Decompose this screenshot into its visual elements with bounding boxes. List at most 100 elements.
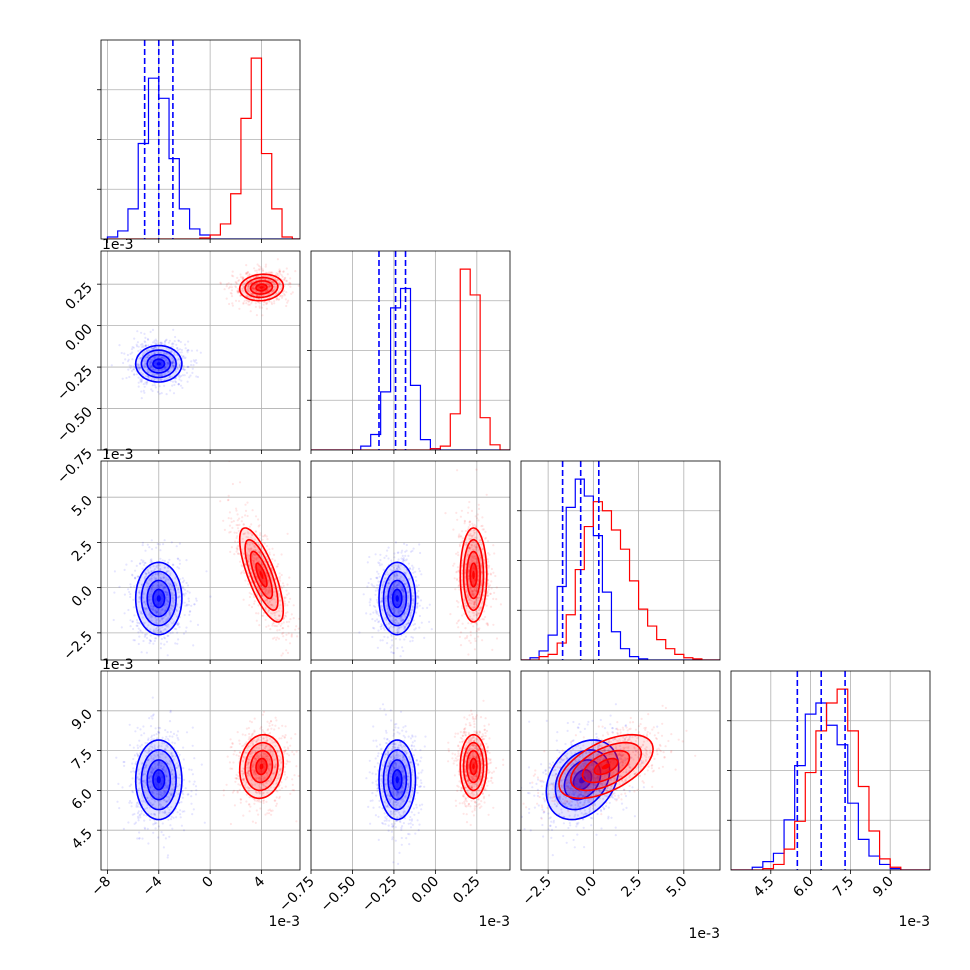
scatter-point [455,511,458,514]
scatter-point [139,562,142,565]
scatter-point [186,349,189,352]
scatter-point [140,379,143,382]
scatter-point [149,605,152,608]
scatter-point [143,385,146,388]
scatter-point [182,365,185,368]
scatter-point [193,603,196,606]
scatter-point [171,364,174,368]
scatter-point [241,277,244,280]
scatter-point [253,287,256,290]
scatter-point [242,598,245,601]
scatter-point [147,354,150,357]
scatter-point [139,379,142,383]
scatter-point [156,542,159,546]
scatter-point [478,627,481,630]
scatter-point [407,554,410,558]
scatter-point [398,584,401,587]
scatter-point [147,338,150,341]
scatter-point [148,353,151,356]
scatter-point [374,605,377,609]
scatter-point [280,587,283,590]
scatter-point [136,575,139,578]
scatter-point [167,341,170,344]
scatter-point [137,376,140,379]
scatter-point [239,276,243,279]
scatter-point [398,627,401,630]
scatter-point [235,281,238,284]
scatter-point [286,593,289,596]
scatter-point [289,285,292,288]
scatter-point [161,607,164,611]
scatter-point [137,364,140,367]
scatter-point [402,557,405,560]
scatter-point [381,639,384,642]
scatter-point [282,584,285,588]
scatter-point [171,563,174,566]
scatter-point [244,509,248,512]
scatter-point [274,287,277,291]
scatter-point [417,567,421,570]
scatter-point [371,618,374,621]
scatter-point [246,289,249,292]
scatter-point [414,570,417,573]
scatter-point [254,549,257,552]
scatter-point [155,565,158,568]
scatter-point [158,385,161,388]
scatter-point [178,542,181,545]
scatter-point [246,556,250,559]
scatter-point [241,565,244,568]
scatter-point [150,602,153,605]
scatter-point [133,577,137,580]
scatter-point [230,283,233,286]
scatter-point [264,533,267,537]
scatter-point [192,359,195,362]
scatter-point [250,281,253,284]
scatter-point [174,370,178,373]
scatter-point [139,357,143,360]
scatter-point [235,507,238,510]
scatter-point [381,624,384,627]
scatter-point [404,554,407,558]
scatter-point [160,631,163,634]
scatter-point [150,360,153,363]
scatter-point [225,283,229,286]
scatter-point [377,561,380,564]
scatter-point [161,342,164,345]
scatter-point [456,551,459,554]
scatter-point [245,298,248,301]
scatter-point [264,590,267,593]
scatter-point [145,572,148,575]
scatter-point [230,517,233,520]
scatter-point [267,624,270,627]
scatter-point [185,603,189,606]
scatter-point [399,619,402,623]
scatter-point [172,622,175,625]
scatter-point [266,275,269,278]
scatter-point [171,380,175,383]
scatter-point [268,601,271,604]
scatter-point [178,595,181,599]
scatter-point [176,367,179,370]
scatter-point [247,303,250,306]
scatter-point [225,297,228,300]
scatter-point [471,524,475,528]
scatter-point [128,785,131,788]
scatter-point [131,351,134,354]
scatter-panel-p1-p4 [100,670,301,871]
scatter-point [288,576,291,579]
scatter-point [183,579,186,582]
scatter-point [279,579,282,582]
scatter-point [158,613,161,616]
scatter-point [156,351,159,354]
scatter-point [372,611,375,614]
scatter-point [254,546,257,549]
panel-frame [100,460,301,661]
scatter-point [257,268,260,271]
scatter-point [150,570,153,573]
scatter-point [168,339,171,342]
scatter-point [149,639,152,643]
scatter-point [131,620,134,623]
scatter-point [177,383,180,386]
scatter-point [449,613,452,616]
scatter-point [150,539,153,542]
